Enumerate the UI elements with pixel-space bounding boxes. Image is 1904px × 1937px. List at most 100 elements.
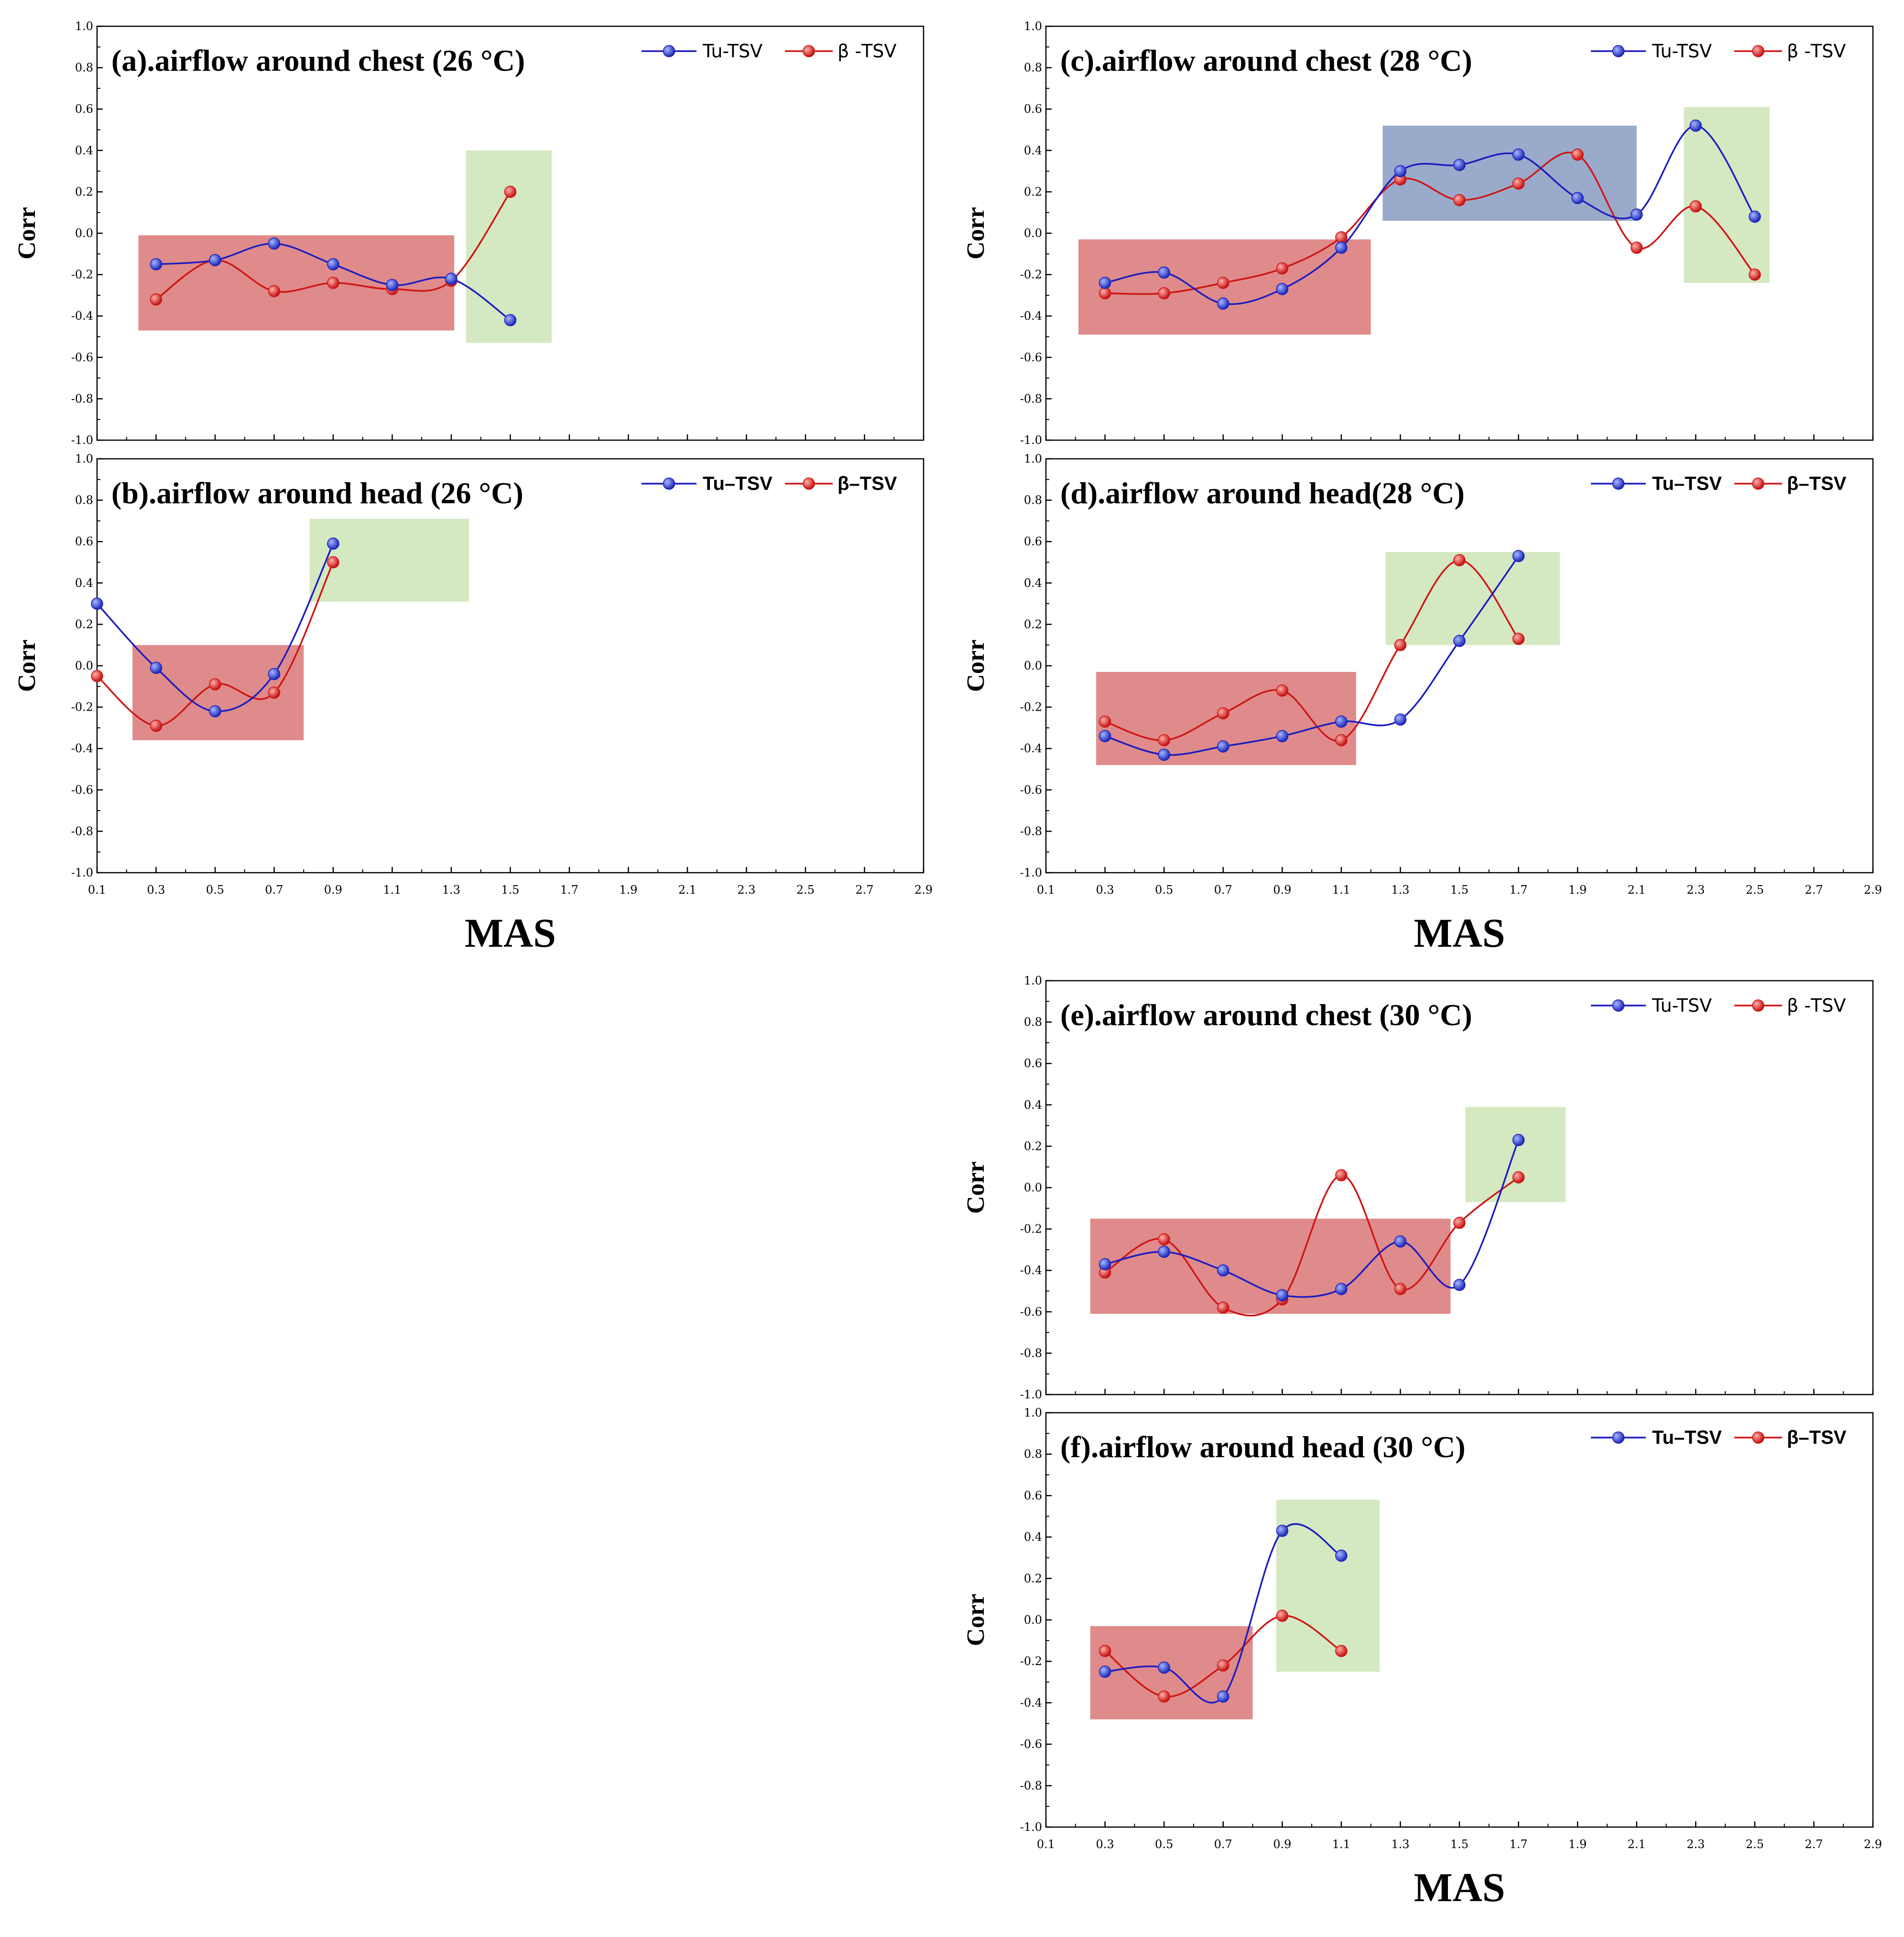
data-point <box>1158 1690 1170 1703</box>
data-point <box>1689 200 1702 213</box>
series-line <box>1104 1174 1519 1317</box>
x-tick-label: 1.3 <box>1391 883 1409 897</box>
data-point <box>1453 554 1466 566</box>
x-tick-label: 2.3 <box>1686 1838 1705 1851</box>
legend-marker <box>663 45 675 57</box>
plot-frame <box>1045 458 1874 874</box>
x-tick-label: 0.3 <box>147 883 165 897</box>
data-point <box>327 277 339 289</box>
y-tick-label: -1.0 <box>71 866 93 879</box>
x-tick-label: 2.9 <box>914 883 933 897</box>
x-axis-label: MAS <box>465 910 556 956</box>
data-point <box>1099 277 1111 289</box>
x-tick-label: 0.1 <box>1037 1838 1055 1851</box>
data-point <box>1217 1301 1229 1314</box>
x-tick-label: 1.7 <box>560 883 578 897</box>
y-tick-label: 0.8 <box>1024 1448 1042 1461</box>
y-tick-label: 0.6 <box>1024 1489 1042 1502</box>
panel-title: (b).airflow around head (26 °C) <box>111 476 523 510</box>
data-point <box>1276 262 1289 275</box>
x-tick-label: 0.3 <box>1096 883 1114 897</box>
y-tick-label: -0.8 <box>71 392 93 405</box>
data-point <box>1276 1289 1289 1301</box>
data-point <box>1276 730 1289 742</box>
y-tick-label: 0.8 <box>1024 1016 1042 1029</box>
y-tick-label: 0.2 <box>75 617 93 631</box>
data-point <box>1099 1645 1111 1657</box>
y-tick-label: 1.0 <box>1024 1406 1042 1419</box>
data-point <box>1512 632 1525 645</box>
chart-panel-a: 1.0 0.8 0.6 0.4 0.2 0.0 -0.2 -0.4 -0.6 -0.8 -1.0 Co… <box>13 20 925 447</box>
y-tick-label: -0.2 <box>71 268 93 281</box>
y-tick-label: -0.4 <box>71 742 93 755</box>
legend-label: Tu-TSV <box>702 41 762 62</box>
x-tick-label: 0.1 <box>88 883 106 897</box>
y-tick-label: 1.0 <box>1024 974 1042 987</box>
x-tick-label: 2.3 <box>737 883 755 897</box>
y-tick-label: -1.0 <box>1020 433 1042 447</box>
data-point <box>209 705 221 718</box>
data-point <box>327 258 339 271</box>
legend-marker <box>1752 477 1764 490</box>
data-point <box>1158 1233 1170 1245</box>
data-point <box>268 686 281 699</box>
y-axis-label: Corr <box>13 639 41 692</box>
panel-title: (f).airflow around head (30 °C) <box>1060 1430 1466 1464</box>
y-tick-label: 0.2 <box>1024 185 1042 198</box>
data-point <box>1394 1235 1407 1248</box>
y-tick-label: 0.8 <box>1024 61 1042 75</box>
legend-label: Tu-TSV <box>1652 41 1712 62</box>
chart-panel-c: 1.0 0.8 0.6 0.4 0.2 0.0 -0.2 -0.4 -0.6 -0.8 -1.0 Co… <box>962 20 1874 447</box>
data-point <box>1453 194 1466 206</box>
x-tick-label: 1.5 <box>1450 883 1469 897</box>
x-tick-label: 1.5 <box>501 883 519 897</box>
x-tick-label: 1.3 <box>442 883 460 897</box>
panel-title: (d).airflow around head(28 °C) <box>1060 476 1465 510</box>
data-point <box>1630 208 1643 221</box>
data-point <box>1394 713 1407 726</box>
y-tick-label: 1.0 <box>1024 20 1042 33</box>
data-point <box>1276 684 1289 697</box>
x-tick-label: 2.5 <box>1746 883 1764 897</box>
y-tick-label: 0.0 <box>1024 1613 1042 1627</box>
highlight-region <box>1684 107 1770 283</box>
x-tick-label: 0.9 <box>1273 1838 1291 1851</box>
data-point <box>1217 297 1229 310</box>
data-point <box>150 293 163 306</box>
chart-panel-f: 1.0 0.8 0.6 0.4 0.2 0.0 -0.2 -0.4 -0.6 -0.8 -1.0 0.… <box>962 1406 1882 1910</box>
data-point <box>1335 734 1348 747</box>
data-point <box>91 670 103 682</box>
x-tick-label: 2.9 <box>1864 1838 1882 1851</box>
data-point <box>1749 268 1761 281</box>
y-tick-label: -0.4 <box>1020 309 1042 323</box>
legend-marker <box>1612 999 1625 1012</box>
y-tick-label: -0.6 <box>1020 351 1042 364</box>
data-point <box>1158 1661 1170 1674</box>
data-point <box>1512 550 1525 563</box>
data-point <box>1217 740 1229 753</box>
y-tick-label: -1.0 <box>1020 1388 1042 1401</box>
data-point <box>1453 1216 1466 1229</box>
data-point <box>1749 210 1761 223</box>
x-tick-label: 0.7 <box>1214 883 1232 897</box>
data-point <box>504 314 517 326</box>
y-tick-label: 0.6 <box>1024 1057 1042 1070</box>
data-point <box>1158 287 1170 300</box>
x-tick-label: 2.7 <box>1805 883 1823 897</box>
data-point <box>1217 277 1229 289</box>
chart-panel-b: 1.0 0.8 0.6 0.4 0.2 0.0 -0.2 -0.4 -0.6 -0.8 -1.0 0.… <box>13 452 933 956</box>
y-tick-label: -0.8 <box>1020 392 1042 405</box>
legend-marker <box>1752 1431 1764 1444</box>
data-point <box>1217 1659 1229 1672</box>
data-point <box>209 678 221 691</box>
x-tick-label: 2.5 <box>796 883 815 897</box>
panel-title: (c).airflow around chest (28 °C) <box>1060 43 1472 77</box>
y-axis-label: Corr <box>962 1161 990 1214</box>
data-point <box>1394 165 1407 177</box>
x-tick-label: 1.5 <box>1450 1838 1469 1851</box>
series-line <box>1105 1523 1342 1704</box>
plot-frame <box>1045 1412 1874 1828</box>
data-point <box>1512 1171 1525 1184</box>
x-tick-label: 2.7 <box>855 883 873 897</box>
panel-title: (e).airflow around chest (30 °C) <box>1060 998 1472 1032</box>
